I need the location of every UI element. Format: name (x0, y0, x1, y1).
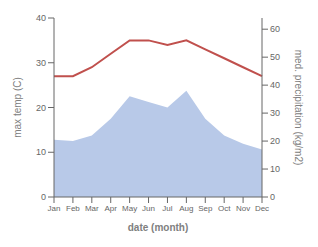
svg-text:Aug: Aug (179, 204, 193, 213)
svg-text:10: 10 (36, 147, 46, 157)
svg-text:Jun: Jun (142, 204, 155, 213)
svg-text:Sep: Sep (198, 204, 213, 213)
svg-text:10: 10 (270, 164, 280, 174)
svg-text:Apr: Apr (105, 204, 118, 213)
svg-text:May: May (122, 204, 137, 213)
svg-text:30: 30 (270, 108, 280, 118)
svg-text:Oct: Oct (218, 204, 231, 213)
svg-text:0: 0 (41, 192, 46, 202)
svg-text:50: 50 (270, 52, 280, 62)
svg-text:0: 0 (270, 192, 275, 202)
svg-text:40: 40 (270, 80, 280, 90)
svg-text:20: 20 (270, 136, 280, 146)
svg-text:max temp (C): max temp (C) (12, 77, 23, 138)
svg-text:Feb: Feb (66, 204, 80, 213)
svg-text:20: 20 (36, 103, 46, 113)
svg-text:Nov: Nov (236, 204, 250, 213)
svg-text:40: 40 (36, 13, 46, 23)
svg-text:Jul: Jul (162, 204, 172, 213)
svg-text:30: 30 (36, 58, 46, 68)
svg-text:Mar: Mar (85, 204, 99, 213)
svg-text:date (month): date (month) (128, 222, 189, 233)
svg-text:med. precipitation (kg/m2): med. precipitation (kg/m2) (293, 50, 304, 166)
svg-text:Jan: Jan (48, 204, 61, 213)
svg-text:Dec: Dec (255, 204, 269, 213)
svg-text:60: 60 (270, 24, 280, 34)
